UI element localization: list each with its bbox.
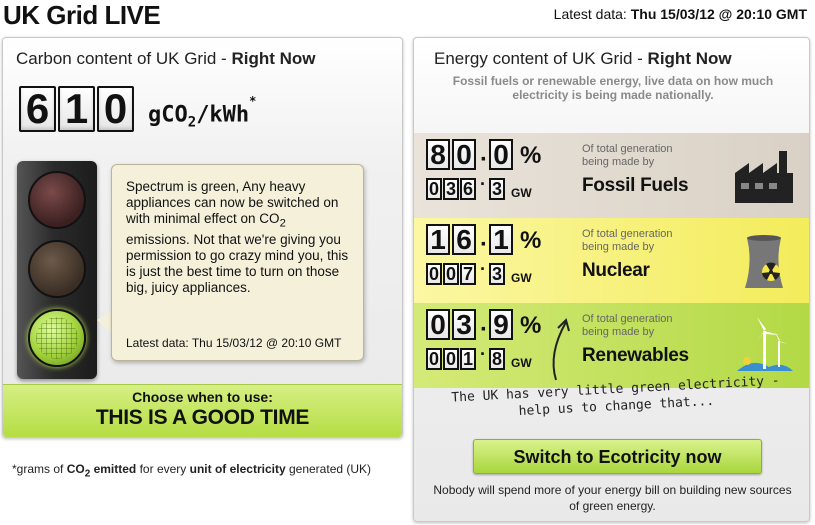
- carbon-value-display: 6 1 0: [19, 86, 136, 132]
- bottom-note: Nobody will spend more of your energy bi…: [433, 483, 792, 513]
- nuclear-row: 1 6 · 1 % 0 0 7 · 3 GW Of total generati…: [414, 218, 809, 303]
- gw-display: 0 0 1 · 8 GW: [426, 344, 532, 370]
- percent-digit: 1: [489, 224, 513, 255]
- page-title: UK Grid LIVE: [3, 0, 161, 30]
- percent-digit: 8: [426, 139, 450, 170]
- percent-display: 1 6 · 1 %: [426, 224, 542, 258]
- gw-digit: 1: [460, 348, 476, 370]
- of-total-label: Of total generation being made by: [582, 228, 673, 253]
- gw-unit: GW: [511, 271, 532, 285]
- carbon-panel: Carbon content of UK Grid - Right Now 6 …: [2, 37, 403, 438]
- gw-digit: 0: [426, 178, 442, 200]
- footnote-co-text: CO: [66, 462, 85, 476]
- amber-lamp-icon: [28, 240, 86, 298]
- hand-drawn-arrow-icon: [552, 318, 570, 381]
- bubble-latest-data: Latest data: Thu 15/03/12 @ 20:10 GMT: [126, 336, 342, 350]
- source-name: Fossil Fuels: [582, 175, 689, 196]
- energy-panel: Energy content of UK Grid - Right Now Fo…: [413, 37, 810, 522]
- percent-digit: 6: [452, 224, 476, 255]
- percent-digit: 3: [452, 309, 476, 340]
- nuclear-icon: [745, 235, 783, 288]
- latest-data-header: Latest data: Thu 15/03/12 @ 20:10 GMT: [554, 6, 807, 22]
- energy-heading-bold: Right Now: [647, 49, 732, 68]
- gw-digit: 0: [443, 348, 459, 370]
- unit-rest: /kWh: [196, 102, 250, 128]
- of-total-label: Of total generation being made by: [582, 143, 673, 168]
- percent-sign: %: [520, 142, 542, 169]
- carbon-digit: 6: [19, 86, 56, 132]
- gw-digit: 3: [489, 178, 505, 200]
- energy-heading: Energy content of UK Grid - Right Now: [434, 49, 732, 69]
- percent-digit: 9: [489, 309, 513, 340]
- gw-digit: 7: [460, 263, 476, 285]
- of-total-label: Of total generation being made by: [582, 313, 673, 338]
- wind-turbine-icon: [737, 317, 793, 371]
- source-name: Nuclear: [582, 260, 650, 281]
- footnote-end: generated (UK): [285, 462, 372, 476]
- footnote-star: *grams of: [12, 462, 67, 476]
- latest-data-value: Thu 15/03/12 @ 20:10 GMT: [630, 6, 807, 22]
- percent-sign: %: [520, 312, 542, 339]
- red-lamp-icon: [28, 171, 86, 229]
- unit-sub: 2: [187, 114, 197, 131]
- percent-digit: 1: [426, 224, 450, 255]
- gw-unit: GW: [511, 186, 532, 200]
- gw-digit: 0: [443, 263, 459, 285]
- carbon-digit: 1: [58, 86, 95, 132]
- percent-sign: %: [520, 227, 542, 254]
- percent-display: 8 0 · 0 %: [426, 139, 542, 173]
- percent-digit: 0: [452, 139, 476, 170]
- time-to-use-band: Choose when to use: THIS IS A GOOD TIME: [3, 384, 402, 437]
- message-part1: Spectrum is green, Any heavy appliances …: [126, 179, 339, 226]
- status-message-bubble: Spectrum is green, Any heavy appliances …: [111, 164, 364, 361]
- carbon-unit: gCO2/kWh*: [148, 94, 256, 131]
- energy-heading-text: Energy content of UK Grid -: [434, 49, 648, 68]
- carbon-heading-text: Carbon content of UK Grid -: [16, 49, 232, 68]
- decimal-dot: ·: [480, 231, 488, 258]
- green-lamp-icon: [28, 309, 86, 367]
- footnote-sub: 2: [84, 468, 91, 480]
- decimal-dot: ·: [480, 146, 488, 173]
- renewables-row: 0 3 · 9 % 0 0 1 · 8 GW Of total generati…: [414, 303, 809, 388]
- message-sub: 2: [279, 217, 286, 230]
- choose-value: THIS IS A GOOD TIME: [95, 406, 310, 429]
- decimal-dot: ·: [480, 259, 486, 279]
- factory-icon: [735, 151, 793, 203]
- unit-g: gCO: [148, 102, 188, 128]
- carbon-digit: 0: [97, 86, 134, 132]
- gw-digit: 0: [426, 348, 442, 370]
- percent-digit: 0: [489, 139, 513, 170]
- traffic-light: [17, 161, 97, 379]
- latest-data-label: Latest data:: [553, 6, 627, 22]
- percent-display: 0 3 · 9 %: [426, 309, 542, 343]
- gw-display: 0 0 7 · 3 GW: [426, 259, 532, 285]
- fossil-fuels-row: 8 0 · 0 % 0 3 6 · 3 GW Of total generati…: [414, 133, 809, 218]
- footnote-emitted: emitted: [90, 462, 137, 476]
- carbon-heading: Carbon content of UK Grid - Right Now: [16, 49, 315, 69]
- gw-digit: 8: [489, 348, 505, 370]
- gw-digit: 0: [426, 263, 442, 285]
- choose-label: Choose when to use:: [132, 389, 273, 405]
- gw-unit: GW: [511, 356, 532, 370]
- decimal-dot: ·: [480, 316, 488, 343]
- footnote: *grams of CO2 emitted for every unit of …: [12, 462, 371, 479]
- gw-digit: 6: [460, 178, 476, 200]
- unit-star: *: [249, 94, 257, 108]
- message-part2: emissions. Not that we're giving you per…: [126, 231, 349, 295]
- switch-to-ecotricity-button[interactable]: Switch to Ecotricity now: [473, 439, 762, 474]
- decimal-dot: ·: [480, 174, 486, 194]
- source-name: Renewables: [582, 345, 689, 366]
- speech-bubble-tail: [97, 310, 113, 334]
- footnote-for: for every: [136, 462, 190, 476]
- energy-subheading: Fossil fuels or renewable energy, live d…: [452, 74, 774, 102]
- footnote-co: CO2 emitted: [66, 462, 137, 480]
- footnote-unit: unit of electricity: [189, 462, 286, 476]
- percent-digit: 0: [426, 309, 450, 340]
- gw-display: 0 3 6 · 3 GW: [426, 174, 532, 200]
- decimal-dot: ·: [480, 344, 486, 364]
- gw-digit: 3: [489, 263, 505, 285]
- gw-digit: 3: [443, 178, 459, 200]
- carbon-heading-bold: Right Now: [231, 49, 316, 68]
